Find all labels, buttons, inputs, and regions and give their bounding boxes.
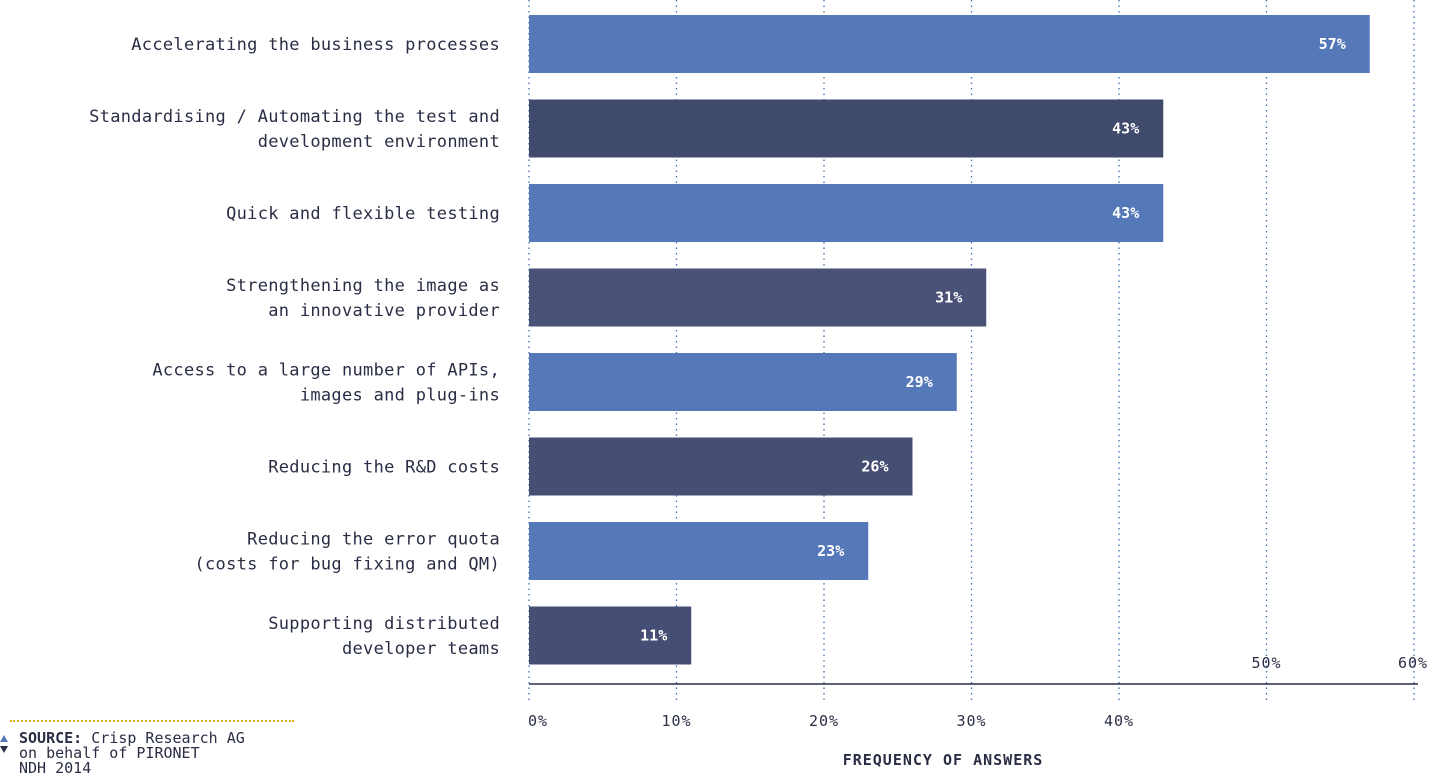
bar-value-label-5: 26% [861, 458, 888, 476]
bar-3 [529, 268, 987, 327]
source-key: SOURCE: [19, 729, 83, 747]
x-tick-labels: 0% 10% 20% 30% 40% 50% 60% [528, 654, 1428, 730]
bar-value-label-4: 29% [906, 373, 933, 391]
category-label-3: Strengthening the image as an innovative … [226, 276, 500, 321]
x-tick-label-20: 20% [809, 712, 839, 730]
x-tick-label-60: 60% [1398, 654, 1428, 672]
x-tick-label-10: 10% [661, 712, 691, 730]
bar-5 [529, 437, 913, 496]
category-label-0: Accelerating the business processes [131, 35, 500, 55]
bar-2 [529, 184, 1164, 242]
source-line-2: on behalf of PIRONET [19, 744, 200, 762]
category-label-1: Standardising / Automating the test and d… [89, 107, 500, 152]
source-marker-icon [0, 735, 8, 753]
bar-value-label-7: 11% [640, 627, 667, 645]
x-tick-label-50: 50% [1251, 654, 1281, 672]
category-label-6: Reducing the error quota (costs for bug f… [194, 530, 500, 575]
category-label-2: Quick and flexible testing [226, 204, 500, 224]
bar-1 [529, 99, 1164, 158]
x-tick-label-30: 30% [956, 712, 986, 730]
bar-4 [529, 353, 957, 411]
source-divider [10, 720, 294, 722]
bar-value-label-3: 31% [935, 289, 962, 307]
x-axis-title: FREQUENCY OF ANSWERS [843, 751, 1044, 769]
category-labels: Accelerating the business processes Stand… [89, 35, 500, 659]
category-label-5: Reducing the R&D costs [268, 458, 500, 478]
category-label-7: Supporting distributed developer teams [268, 614, 500, 659]
bars: 57% 43% 43% 31% 29% 26% 23% 11% [529, 15, 1370, 665]
bar-0 [529, 15, 1370, 73]
source-note: SOURCE: Crisp Research AG on behalf of P… [0, 716, 296, 776]
bar-value-label-1: 43% [1112, 120, 1139, 138]
bar-value-label-2: 43% [1112, 204, 1139, 222]
bar-7 [529, 606, 692, 665]
bar-value-label-0: 57% [1319, 35, 1346, 53]
bar-6 [529, 522, 869, 580]
bar-value-label-6: 23% [817, 542, 844, 560]
source-text-1: Crisp Research AG [91, 729, 245, 747]
x-tick-label-0: 0% [528, 712, 548, 730]
source-line-1: SOURCE: Crisp Research AG [19, 731, 245, 746]
x-tick-label-40: 40% [1104, 712, 1134, 730]
category-label-4: Access to a large number of APIs, images … [152, 361, 500, 406]
